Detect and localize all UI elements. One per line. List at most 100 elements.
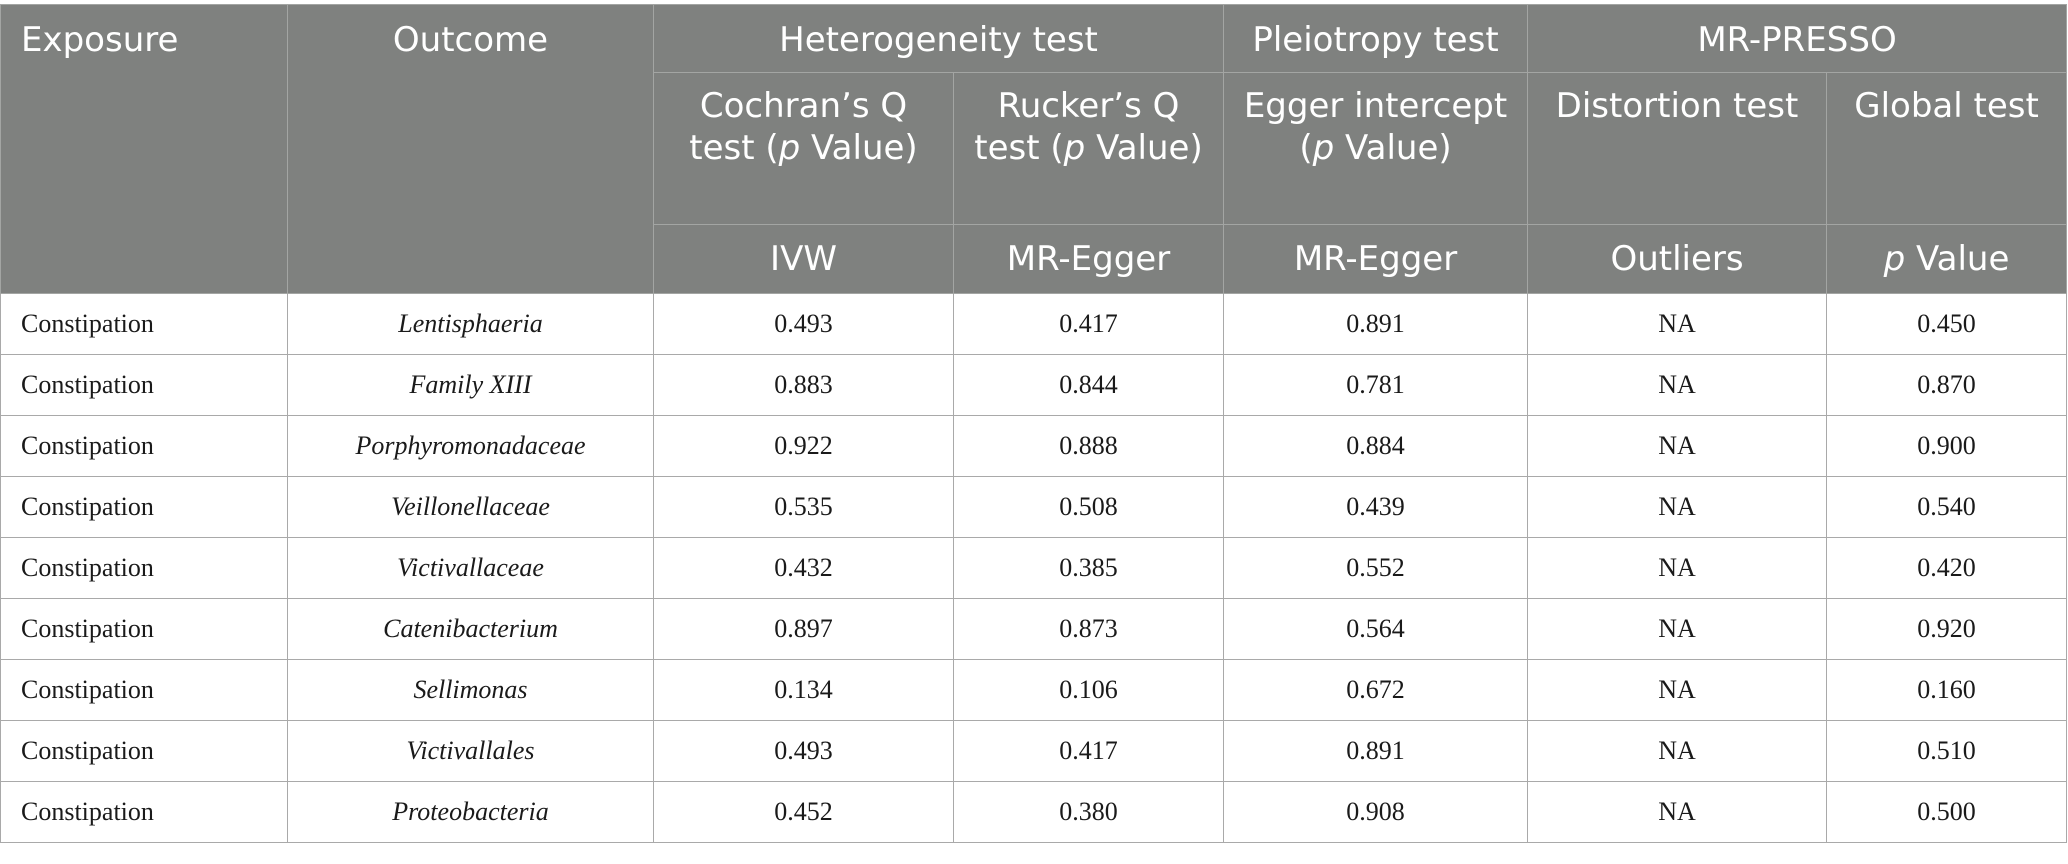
header-outcome: Outcome <box>287 4 654 294</box>
pvalue-text: Value <box>1905 239 2010 279</box>
cell-egger: 0.564 <box>1223 598 1529 660</box>
cell-egger: 0.908 <box>1223 781 1529 843</box>
cochran-text-b: Value) <box>800 128 918 168</box>
cell-outliers: NA <box>1527 415 1828 477</box>
egger-p: p <box>1312 128 1335 168</box>
cell-global: 0.920 <box>1826 598 2068 660</box>
header-mr-egger-intercept: MR-Egger <box>1223 224 1529 294</box>
cell-outcome: Victivallaceae <box>287 537 654 599</box>
cell-exposure: Constipation <box>0 781 288 843</box>
header-heterogeneity-test: Heterogeneity test <box>652 4 1225 73</box>
cell-ivw: 0.134 <box>653 659 954 721</box>
cell-global: 0.870 <box>1826 354 2068 416</box>
table-row: Constipation Catenibacterium 0.897 0.873… <box>0 598 2068 660</box>
cell-outliers: NA <box>1527 781 1828 843</box>
header-distortion-test: Distortion test <box>1527 72 1828 225</box>
table-row: Constipation Family XIII 0.883 0.844 0.7… <box>0 354 2068 416</box>
table-row: Constipation Victivallales 0.493 0.417 0… <box>0 720 2068 782</box>
header-global-test: Global test <box>1826 72 2068 225</box>
cell-rucker: 0.417 <box>952 720 1225 782</box>
cell-outliers: NA <box>1527 659 1828 721</box>
table-row: Constipation Lentisphaeria 0.493 0.417 0… <box>0 293 2068 355</box>
table-row: Constipation Porphyromonadaceae 0.922 0.… <box>0 415 2068 477</box>
cell-exposure: Constipation <box>0 598 288 660</box>
cochran-text-a: Cochran’s Q test ( <box>689 86 908 168</box>
cell-rucker: 0.417 <box>952 293 1225 355</box>
cell-exposure: Constipation <box>0 354 288 416</box>
table-row: Constipation Sellimonas 0.134 0.106 0.67… <box>0 659 2068 721</box>
header-exposure: Exposure <box>0 4 288 294</box>
rucker-text-b: Value) <box>1085 128 1203 168</box>
table-body: Constipation Lentisphaeria 0.493 0.417 0… <box>0 293 2068 843</box>
egger-text-a: Egger intercept ( <box>1243 86 1508 168</box>
cell-rucker: 0.106 <box>952 659 1225 721</box>
cell-outcome: Lentisphaeria <box>287 293 654 355</box>
cell-global: 0.900 <box>1826 415 2068 477</box>
pvalue-p: p <box>1883 239 1906 279</box>
header-ivw: IVW <box>653 224 954 294</box>
cell-outcome: Proteobacteria <box>287 781 654 843</box>
header-rucker-q: Rucker’s Q test (p Value) <box>952 72 1225 225</box>
cell-exposure: Constipation <box>0 659 288 721</box>
cell-egger: 0.439 <box>1223 476 1529 538</box>
header-pleiotropy-test: Pleiotropy test <box>1223 4 1529 73</box>
cell-outliers: NA <box>1527 537 1828 599</box>
cell-ivw: 0.432 <box>653 537 954 599</box>
results-table: Exposure Outcome Heterogeneity test Plei… <box>0 4 2068 843</box>
cell-outcome: Catenibacterium <box>287 598 654 660</box>
header-mr-presso: MR-PRESSO <box>1527 4 2068 73</box>
table-row: Constipation Proteobacteria 0.452 0.380 … <box>0 781 2068 843</box>
cell-outcome: Victivallales <box>287 720 654 782</box>
cell-global: 0.540 <box>1826 476 2068 538</box>
cell-rucker: 0.873 <box>952 598 1225 660</box>
cell-outliers: NA <box>1527 293 1828 355</box>
cell-ivw: 0.452 <box>653 781 954 843</box>
cell-global: 0.450 <box>1826 293 2068 355</box>
cell-egger: 0.781 <box>1223 354 1529 416</box>
cell-global: 0.500 <box>1826 781 2068 843</box>
cell-outliers: NA <box>1527 720 1828 782</box>
cochran-p: p <box>778 128 801 168</box>
cell-outcome: Family XIII <box>287 354 654 416</box>
cell-egger: 0.891 <box>1223 293 1529 355</box>
cell-outcome: Veillonellaceae <box>287 476 654 538</box>
cell-global: 0.420 <box>1826 537 2068 599</box>
cell-rucker: 0.380 <box>952 781 1225 843</box>
cell-egger: 0.672 <box>1223 659 1529 721</box>
cell-exposure: Constipation <box>0 476 288 538</box>
rucker-p: p <box>1063 128 1086 168</box>
header-p-value: p Value <box>1826 224 2068 294</box>
header-cochran-q: Cochran’s Q test (p Value) <box>653 72 954 225</box>
cell-ivw: 0.493 <box>653 720 954 782</box>
rucker-text-a: Rucker’s Q test ( <box>974 86 1180 168</box>
cell-ivw: 0.922 <box>653 415 954 477</box>
cell-exposure: Constipation <box>0 415 288 477</box>
table-header: Exposure Outcome Heterogeneity test Plei… <box>0 4 2068 294</box>
cell-egger: 0.891 <box>1223 720 1529 782</box>
cell-egger: 0.884 <box>1223 415 1529 477</box>
cell-outcome: Sellimonas <box>287 659 654 721</box>
cell-ivw: 0.535 <box>653 476 954 538</box>
cell-global: 0.160 <box>1826 659 2068 721</box>
table-row: Constipation Victivallaceae 0.432 0.385 … <box>0 537 2068 599</box>
cell-outliers: NA <box>1527 598 1828 660</box>
header-outliers: Outliers <box>1527 224 1828 294</box>
cell-exposure: Constipation <box>0 537 288 599</box>
cell-ivw: 0.883 <box>653 354 954 416</box>
cell-global: 0.510 <box>1826 720 2068 782</box>
cell-ivw: 0.897 <box>653 598 954 660</box>
header-mr-egger-rucker: MR-Egger <box>952 224 1225 294</box>
cell-outcome: Porphyromonadaceae <box>287 415 654 477</box>
cell-exposure: Constipation <box>0 293 288 355</box>
cell-rucker: 0.888 <box>952 415 1225 477</box>
cell-rucker: 0.844 <box>952 354 1225 416</box>
cell-ivw: 0.493 <box>653 293 954 355</box>
egger-text-b: Value) <box>1334 128 1452 168</box>
cell-egger: 0.552 <box>1223 537 1529 599</box>
cell-exposure: Constipation <box>0 720 288 782</box>
table-row: Constipation Veillonellaceae 0.535 0.508… <box>0 476 2068 538</box>
cell-rucker: 0.508 <box>952 476 1225 538</box>
cell-outliers: NA <box>1527 354 1828 416</box>
header-egger-intercept: Egger intercept (p Value) <box>1223 72 1529 225</box>
cell-outliers: NA <box>1527 476 1828 538</box>
